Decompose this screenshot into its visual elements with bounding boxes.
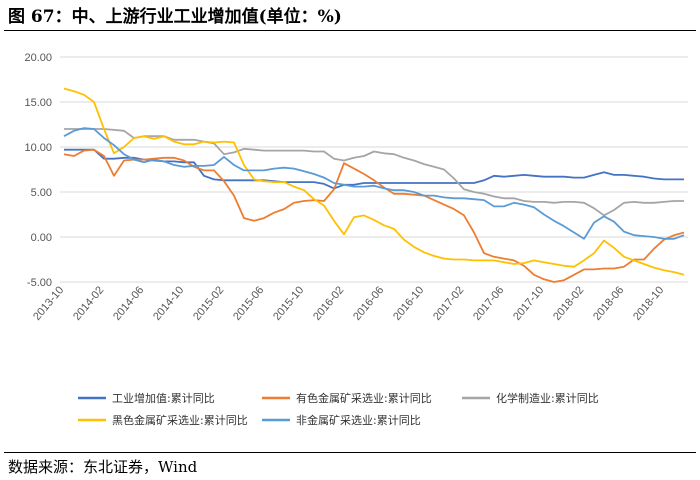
x-tick-label: 2016-10 <box>391 284 426 323</box>
gridlines <box>60 56 688 283</box>
x-tick-label: 2014-10 <box>151 284 186 323</box>
legend-label: 非金属矿采选业:累计同比 <box>296 413 421 427</box>
x-tick-label: 2018-06 <box>591 284 626 323</box>
title-divider <box>4 30 696 31</box>
y-tick-label: 10.00 <box>24 142 52 154</box>
y-tick-label: 15.00 <box>24 97 52 109</box>
x-tick-label: 2018-02 <box>551 284 586 323</box>
source-note: 数据来源：东北证券，Wind <box>8 458 198 476</box>
series-line-3 <box>63 87 685 276</box>
figure-title: 图 67：中、上游行业工业增加值(单位：%) <box>8 7 342 27</box>
source-divider <box>4 452 696 453</box>
x-tick-label: 2014-02 <box>71 284 106 323</box>
x-tick-label: 2014-06 <box>111 284 146 323</box>
y-tick-label: 20.00 <box>24 52 52 64</box>
y-axis-ticks: 20.00 15.00 10.00 5.00 0.00 -5.00 <box>24 52 52 289</box>
series-lines <box>63 87 685 283</box>
x-tick-label: 2013-10 <box>31 284 66 323</box>
x-tick-label: 2017-10 <box>511 284 546 323</box>
legend-label: 化学制造业:累计同比 <box>496 391 599 405</box>
x-tick-label: 2015-06 <box>231 284 266 323</box>
x-tick-label: 2017-06 <box>471 284 506 323</box>
legend-label: 工业增加值:累计同比 <box>112 391 215 405</box>
legend: 工业增加值:累计同比 有色金属矿采选业:累计同比 化学制造业:累计同比黑色金属矿采选… <box>78 391 599 427</box>
series-line-0 <box>64 148 684 190</box>
x-axis-ticks: 2013-10 2014-02 2014-06 2014-10 2015-02 2015-… <box>31 284 666 323</box>
legend-label: 黑色金属矿采选业:累计同比 <box>112 413 248 427</box>
x-tick-label: 2015-02 <box>191 284 226 323</box>
y-tick-label: 5.00 <box>31 187 52 199</box>
series-line-4 <box>63 127 685 240</box>
x-tick-label: 2015-10 <box>271 284 306 323</box>
x-tick-label: 2018-10 <box>631 284 666 323</box>
legend-label: 有色金属矿采选业:累计同比 <box>296 391 432 405</box>
x-tick-label: 2016-06 <box>351 284 386 323</box>
y-tick-label: -5.00 <box>27 277 52 289</box>
series-line-2 <box>64 128 684 217</box>
y-tick-label: 0.00 <box>31 232 52 244</box>
series-line-1 <box>63 148 685 283</box>
x-tick-label: 2017-02 <box>431 284 466 323</box>
x-tick-label: 2016-02 <box>311 284 346 323</box>
